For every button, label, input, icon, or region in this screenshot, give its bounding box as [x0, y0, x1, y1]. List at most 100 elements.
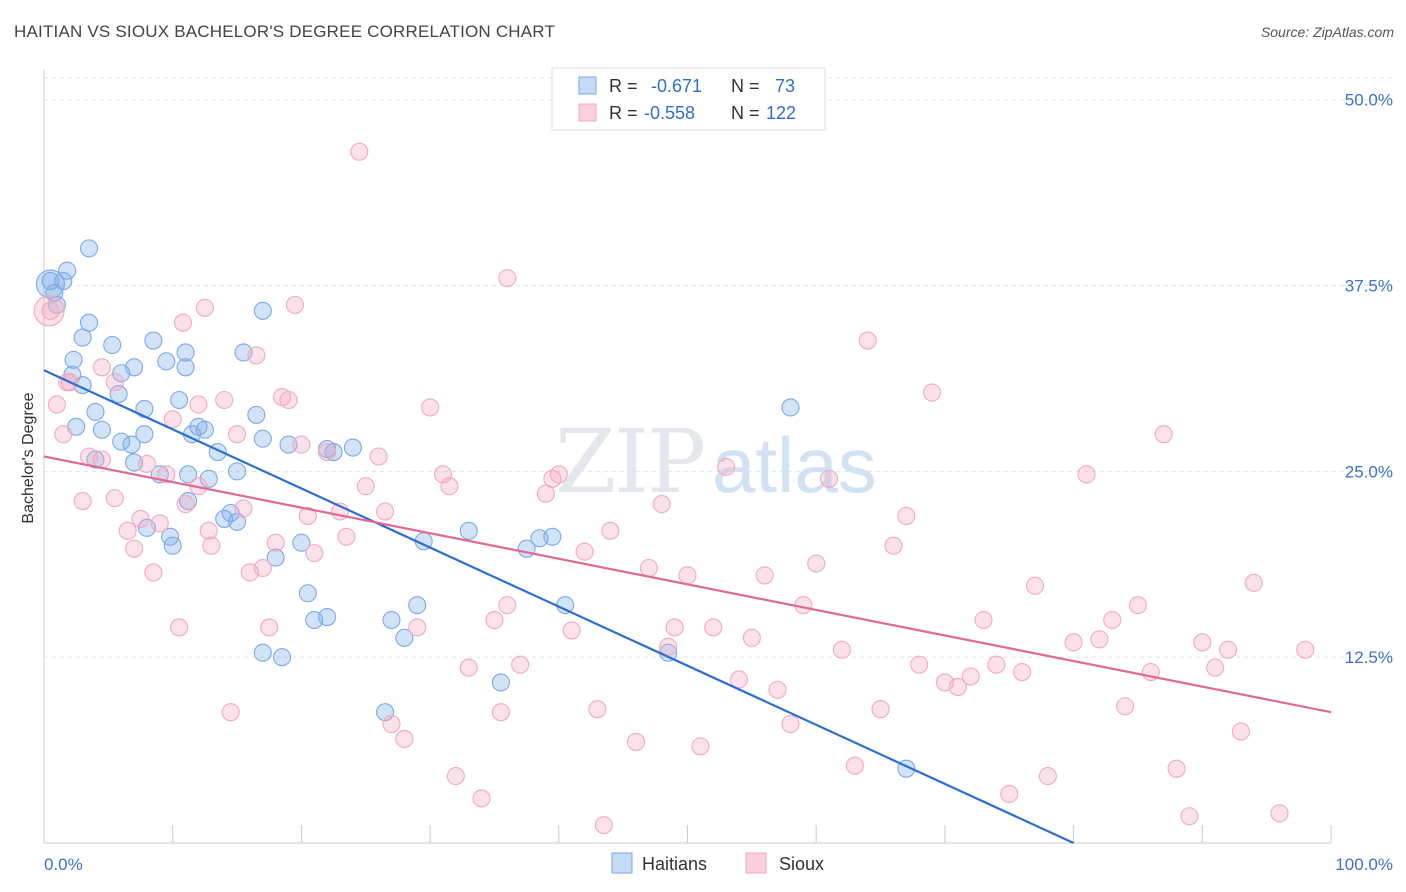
point-sioux-37: [298, 506, 317, 526]
point-sioux-51: [440, 477, 459, 496]
trend-line-haitians: [43, 369, 1075, 844]
point-haitians-23: [170, 390, 189, 410]
point-haitians-46: [324, 442, 343, 462]
point-sioux-4: [73, 492, 92, 511]
point-sioux-87: [884, 536, 903, 555]
point-haitians-5: [79, 239, 99, 258]
point-haitians-61: [253, 643, 272, 662]
stats-swatch-sioux: [578, 103, 597, 122]
point-haitians-63: [376, 703, 395, 722]
point-sioux-71: [678, 566, 697, 585]
point-sioux-77: [755, 566, 774, 585]
point-sioux-85: [858, 331, 877, 350]
point-sioux-46: [382, 715, 401, 734]
point-sioux-23: [202, 536, 221, 555]
point-sioux-31: [260, 618, 279, 637]
point-sioux-0: [41, 301, 60, 320]
point-sioux-82: [820, 469, 839, 488]
stats-r-value-sioux: -0.558: [644, 103, 695, 123]
point-sioux-20: [189, 395, 208, 414]
point-haitians-48: [382, 610, 401, 630]
point-sioux-100: [1064, 633, 1083, 652]
point-sioux-64: [594, 816, 613, 835]
point-sioux-27: [234, 499, 253, 518]
trend-line-sioux: [43, 455, 1332, 714]
point-sioux-54: [472, 789, 491, 808]
x-tick-label-0: 0.0%: [44, 855, 83, 874]
chart-source: Source: ZipAtlas.com: [1260, 24, 1394, 40]
point-haitians-53: [491, 673, 510, 692]
point-sioux-6: [92, 358, 111, 377]
point-sioux-75: [729, 670, 749, 689]
point-sioux-19: [176, 495, 195, 514]
point-sioux-88: [897, 506, 916, 526]
point-haitians-62: [273, 648, 292, 667]
point-sioux-36: [292, 435, 311, 454]
y-axis-label: Bachelor's Degree: [20, 392, 37, 523]
stats-n-value-haitians: 73: [775, 76, 795, 96]
data-points: [33, 142, 1315, 835]
point-sioux-89: [910, 655, 929, 674]
watermark: ZIP atlas: [555, 410, 877, 513]
point-sioux-32: [266, 533, 285, 552]
point-sioux-72: [691, 737, 710, 756]
trend-lines: [43, 369, 1332, 844]
point-sioux-18: [173, 313, 193, 332]
point-sioux-115: [1270, 804, 1289, 823]
point-sioux-49: [421, 398, 440, 417]
point-sioux-117: [498, 269, 517, 288]
point-sioux-83: [832, 640, 851, 659]
point-haitians-cluster: [35, 269, 65, 299]
point-haitians-9: [79, 313, 99, 332]
point-sioux-74: [717, 457, 736, 476]
point-sioux-97: [1013, 662, 1032, 682]
point-sioux-96: [1000, 784, 1019, 803]
point-sioux-92: [948, 677, 967, 696]
y-tick-label-2: 37.5%: [1345, 277, 1393, 296]
point-sioux-65: [601, 521, 620, 540]
legend-swatch-sioux: [745, 852, 767, 874]
point-sioux-25: [221, 703, 240, 722]
point-haitians-0: [41, 272, 60, 291]
point-sioux-108: [1167, 759, 1186, 778]
point-sioux-13: [144, 563, 163, 582]
point-sioux-68: [652, 495, 671, 514]
point-haitians-37: [247, 405, 266, 424]
point-sioux-103: [1103, 610, 1122, 630]
point-sioux-86: [871, 700, 890, 719]
point-sioux-94: [974, 610, 993, 630]
point-haitians-57: [556, 596, 575, 615]
point-haitians-42: [298, 584, 317, 603]
point-sioux-44: [369, 447, 388, 466]
point-sioux-107: [1154, 425, 1173, 444]
point-sioux-55: [485, 610, 504, 630]
point-sioux-99: [1038, 767, 1057, 786]
point-haitians-69: [122, 435, 141, 454]
point-sioux-30: [253, 558, 272, 578]
point-sioux-113: [1231, 722, 1250, 741]
point-haitians-14: [92, 420, 111, 439]
point-sioux-15: [157, 465, 176, 484]
watermark-zip: ZIP: [555, 410, 704, 513]
point-sioux-57: [498, 596, 517, 615]
point-haitians-28: [199, 469, 218, 488]
point-haitians-40: [279, 435, 298, 454]
point-sioux-114: [1244, 573, 1263, 592]
legend-label-sioux: Sioux: [779, 854, 824, 874]
legend-swatch-haitians: [611, 852, 633, 874]
point-haitians-19: [135, 399, 154, 418]
point-sioux-109: [1180, 807, 1199, 826]
point-haitians-38: [253, 429, 272, 448]
point-haitians-47: [343, 438, 362, 457]
point-haitians-4: [58, 261, 77, 280]
point-sioux-17: [170, 618, 189, 637]
point-sioux-22: [199, 521, 218, 540]
point-sioux-81: [807, 554, 826, 573]
point-sioux-1: [47, 395, 66, 414]
y-tick-labels: 12.5% 25.0% 37.5% 50.0%: [1345, 91, 1393, 667]
point-haitians-72: [125, 453, 144, 472]
point-sioux-59: [536, 484, 555, 503]
point-sioux-58: [511, 655, 530, 674]
point-sioux-79: [781, 715, 800, 734]
